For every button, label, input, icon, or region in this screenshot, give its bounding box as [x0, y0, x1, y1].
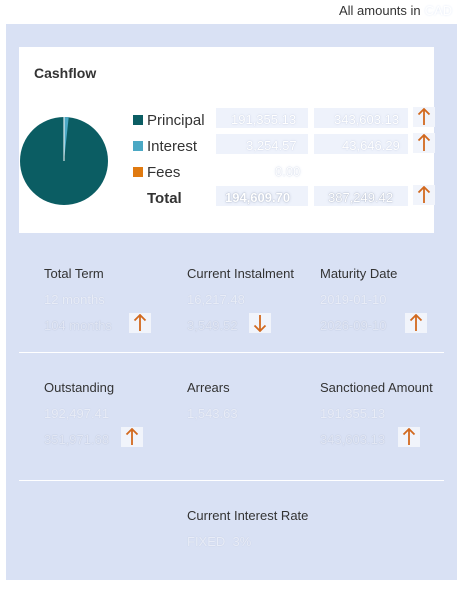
- total-term-trend-up-icon: [129, 313, 151, 333]
- total-value-cell: [216, 186, 308, 206]
- sanctioned-amount-compare: 343,603.13: [320, 432, 386, 447]
- current-interest-rate-label: Current Interest Rate: [187, 508, 309, 523]
- fees-value: 0.00: [275, 164, 301, 179]
- legend-fees: Fees: [133, 162, 180, 182]
- outstanding-label: Outstanding: [44, 380, 115, 395]
- sanctioned-amount-trend-up-icon: [398, 427, 420, 447]
- current-interest-rate-value: FIXED 3%: [187, 534, 252, 549]
- interest-value: 3,254.57: [246, 138, 297, 153]
- total-term-value: 12 months: [44, 292, 105, 307]
- interest-trend-up-icon: [413, 133, 435, 153]
- maturity-date-label: Maturity Date: [320, 266, 398, 281]
- cashflow-pie-chart: [20, 117, 108, 205]
- outstanding-value: 192,497.41: [44, 406, 110, 421]
- principal-trend-up-icon: [413, 107, 435, 127]
- arrears-value: 1,543.63: [187, 406, 238, 421]
- arrears-label: Arrears: [187, 380, 230, 395]
- legend-principal: Principal: [133, 110, 205, 130]
- total-term-compare: 104 months: [44, 318, 112, 333]
- interest-swatch: [133, 141, 143, 151]
- pie-slice-interest: [64, 117, 69, 161]
- current-instalment-trend-down-icon: [249, 313, 271, 333]
- principal-swatch: [133, 115, 143, 125]
- principal-compare-cell: [314, 108, 408, 128]
- current-instalment-compare: 3,549.52: [187, 318, 238, 333]
- amounts-label: All amounts in: [339, 3, 421, 18]
- interest-compare-cell: [314, 134, 408, 154]
- principal-value: 191,355.13: [231, 112, 297, 127]
- interest-compare: 43,646.29: [342, 138, 400, 153]
- maturity-date-trend-up-icon: [405, 313, 427, 333]
- legend-label-fees: Fees: [147, 163, 181, 181]
- current-instalment-label: Current Instalment: [187, 266, 294, 281]
- legend-label-total: Total: [147, 189, 182, 207]
- total-compare-cell: [314, 186, 408, 206]
- outstanding-trend-up-icon: [121, 427, 143, 447]
- row-divider-1: [19, 352, 444, 353]
- currency-code: CAD: [424, 3, 453, 18]
- outstanding-compare: 351,971.68: [44, 432, 110, 447]
- legend-label-interest: Interest: [147, 137, 198, 155]
- sanctioned-amount-label: Sanctioned Amount: [320, 380, 433, 395]
- interest-value-cell: [216, 134, 308, 154]
- sanctioned-amount-value: 191,355.13: [320, 406, 386, 421]
- cashflow-title: Cashflow: [34, 65, 97, 81]
- current-instalment-value: 16,217.48: [187, 292, 245, 307]
- total-term-label: Total Term: [44, 266, 104, 281]
- principal-compare: 343,603.13: [334, 112, 400, 127]
- principal-value-cell: [216, 108, 308, 128]
- amounts-currency-note: All amounts in CAD: [339, 3, 452, 18]
- maturity-date-value: 2019-01-10: [320, 292, 387, 307]
- fees-swatch: [133, 167, 143, 177]
- total-compare: 387,249.42: [328, 190, 394, 205]
- row-divider-2: [19, 480, 444, 481]
- legend-interest: Interest: [133, 136, 197, 156]
- legend-total: Total: [133, 188, 182, 208]
- total-value: 194,609.70: [225, 190, 291, 205]
- legend-label-principal: Principal: [147, 111, 205, 129]
- total-trend-up-icon: [413, 185, 435, 205]
- maturity-date-compare: 2026-09-10: [320, 318, 387, 333]
